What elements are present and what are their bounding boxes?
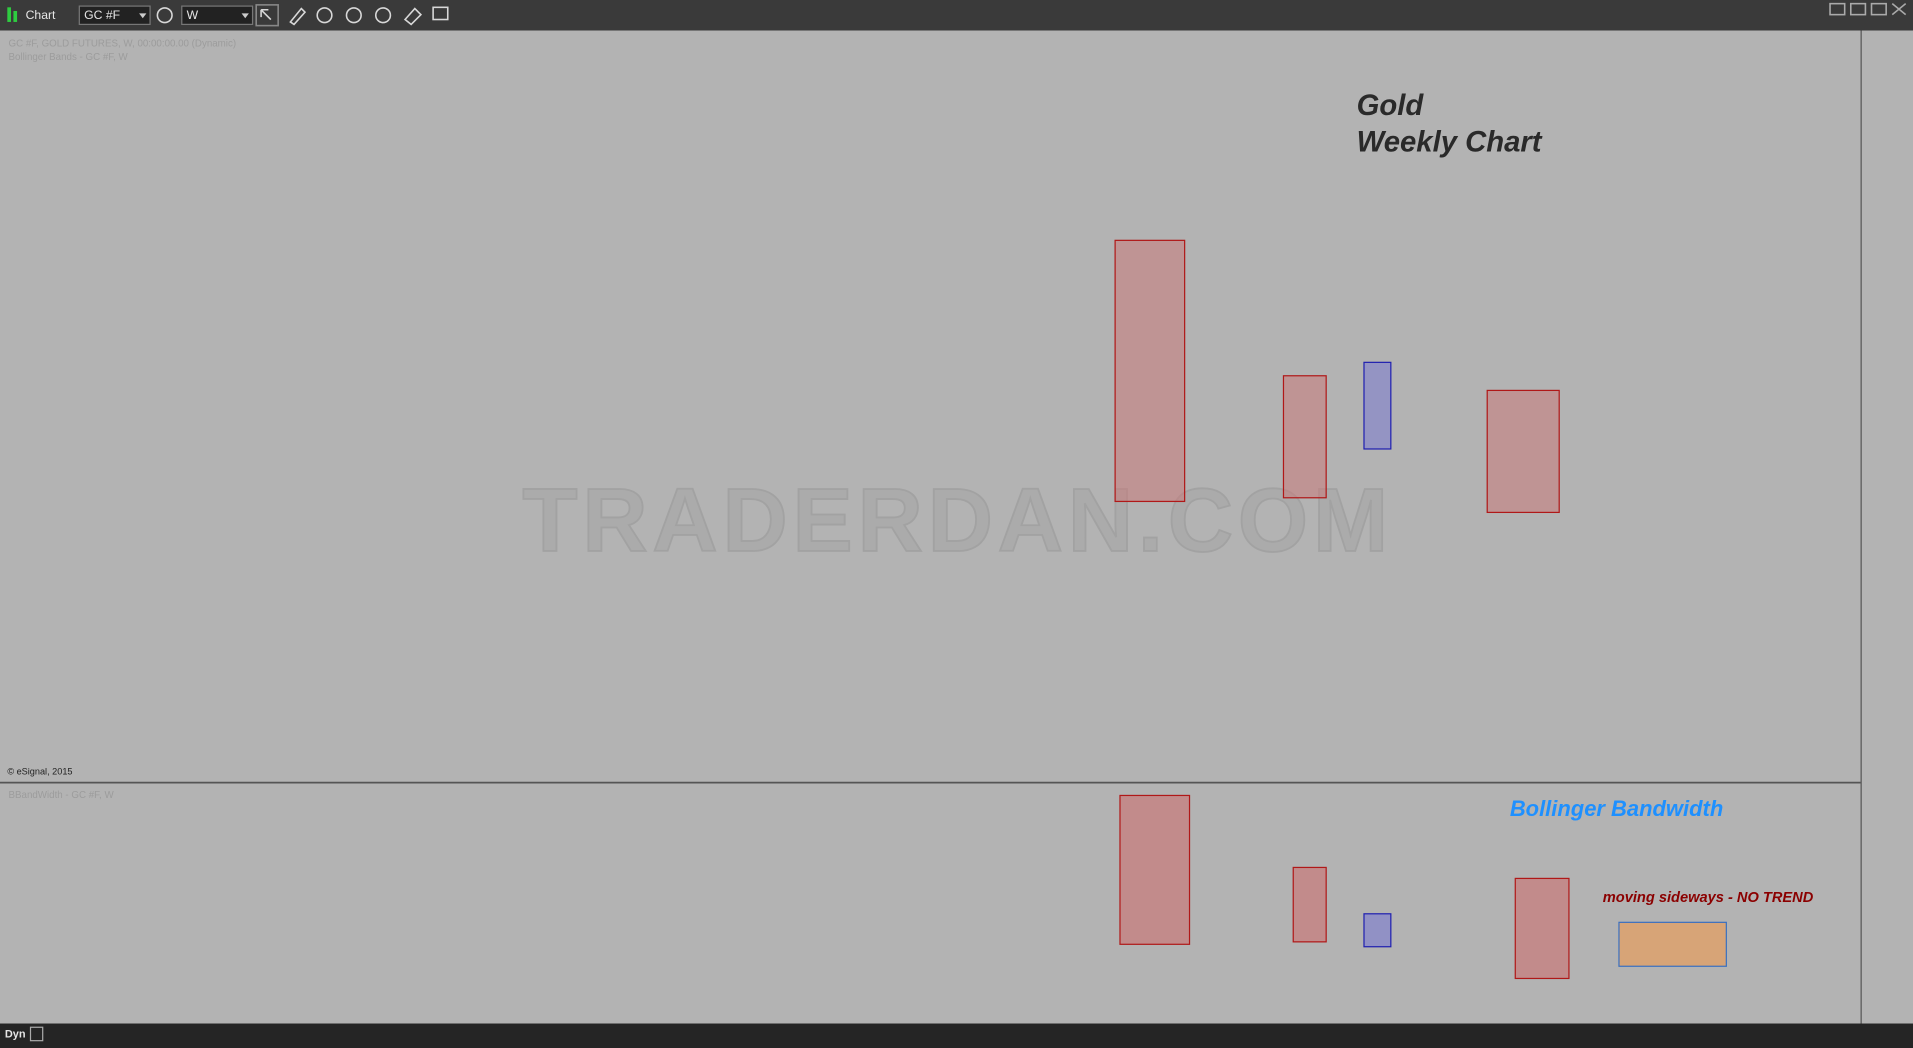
settings-button[interactable] — [156, 7, 173, 24]
symbol-box[interactable] — [78, 5, 151, 26]
chart-background — [0, 30, 1913, 1024]
legend-text: BBandWidth - GC #F, W — [9, 790, 115, 801]
interval-box[interactable] — [181, 5, 254, 26]
app-icon — [13, 10, 18, 22]
annotation: Gold — [1357, 89, 1425, 122]
highlight-box — [1292, 866, 1327, 943]
highlight-box — [1119, 794, 1191, 945]
minimize-button[interactable] — [1829, 2, 1846, 16]
highlight-box — [1514, 877, 1570, 980]
highlight-boxes — [1114, 239, 1727, 980]
cursor-icon — [260, 8, 272, 21]
highlight-box — [1363, 913, 1392, 948]
legend-text: GC #F, GOLD FUTURES, W, 00:00:00.00 (Dyn… — [9, 38, 237, 49]
time-axis — [0, 1023, 1913, 1048]
dropdown-arrow[interactable] — [139, 13, 147, 19]
status-button[interactable] — [29, 1026, 44, 1042]
app-icon — [7, 7, 11, 22]
close-button[interactable] — [1891, 3, 1907, 16]
window-title: Chart — [26, 8, 56, 22]
status-mode[interactable]: Dyn — [5, 1028, 26, 1040]
symbol[interactable]: GC #F — [84, 8, 120, 22]
annotation: Weekly Chart — [1357, 126, 1543, 159]
erase-button[interactable] — [403, 7, 423, 26]
refresh-button[interactable] — [316, 7, 333, 24]
restore-button[interactable] — [1849, 2, 1867, 16]
highlight-box — [1486, 389, 1560, 514]
highlight-box — [1114, 239, 1186, 503]
legend-text: Bollinger Bands - GC #F, W — [9, 52, 129, 63]
highlight-box — [1363, 361, 1392, 450]
cursor-button[interactable] — [255, 4, 279, 27]
play-button[interactable] — [345, 7, 362, 24]
highlight-box — [1282, 375, 1327, 499]
layout-button[interactable] — [432, 6, 449, 21]
copyright: © eSignal, 2015 — [7, 767, 72, 777]
interval[interactable]: W — [187, 8, 199, 22]
dropdown-arrow[interactable] — [241, 13, 249, 19]
annotation: Bollinger Bandwidth — [1510, 796, 1723, 821]
zoom-button[interactable] — [374, 7, 392, 24]
maximize-button[interactable] — [1870, 2, 1887, 16]
watermark: TRADERDAN.COM — [522, 470, 1393, 571]
toolbar — [0, 0, 1913, 31]
draw-button[interactable] — [289, 7, 307, 26]
highlight-box — [1618, 921, 1727, 967]
annotation: moving sideways - NO TREND — [1603, 890, 1814, 906]
